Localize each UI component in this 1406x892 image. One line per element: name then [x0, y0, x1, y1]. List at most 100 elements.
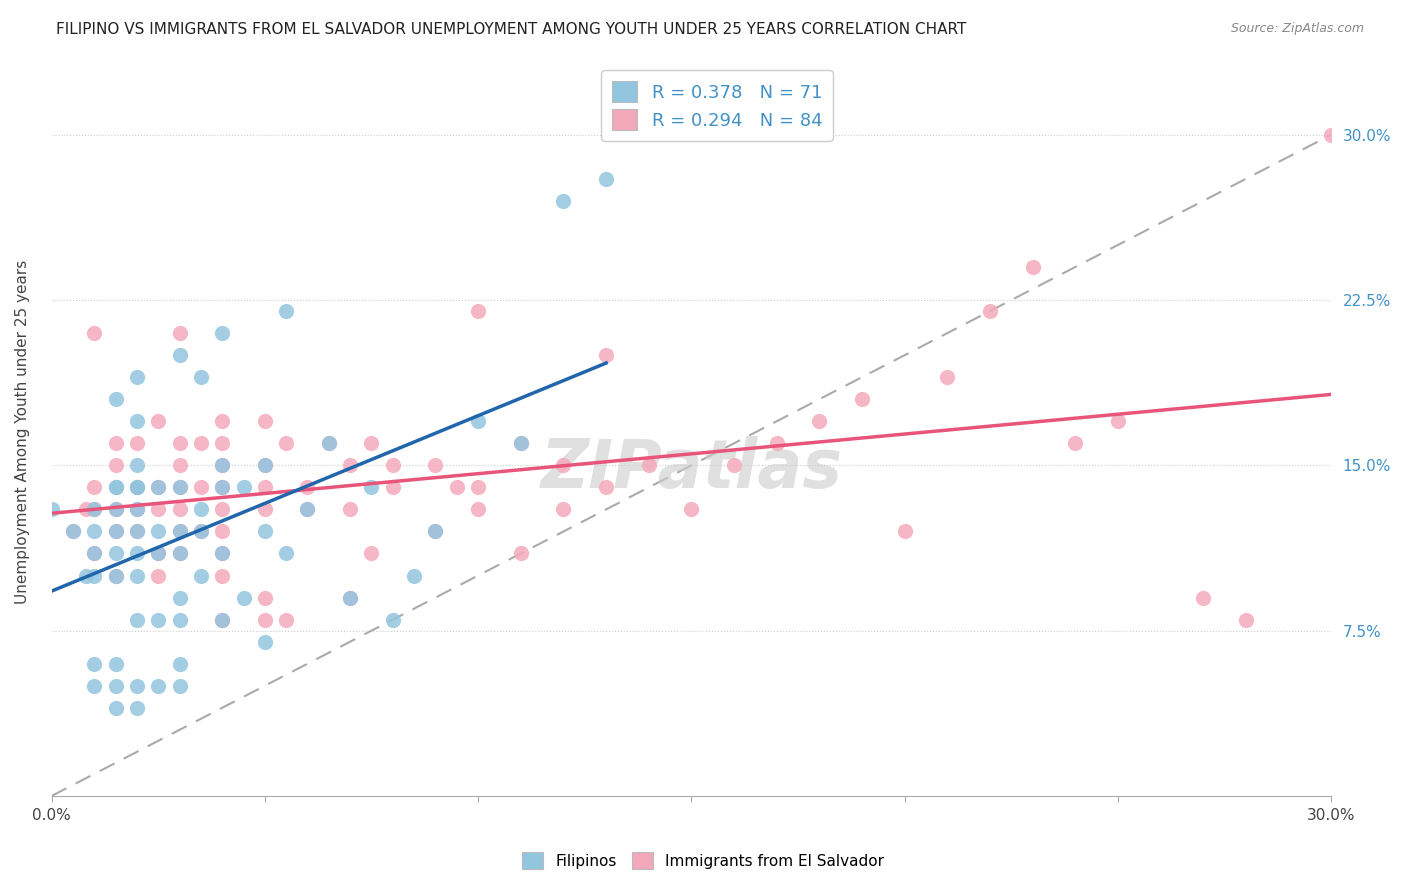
Point	[83, 326, 105, 340]
Point	[425, 524, 447, 539]
Point	[276, 547, 298, 561]
Point	[211, 613, 233, 627]
Point	[104, 524, 127, 539]
Point	[211, 480, 233, 494]
Point	[169, 524, 191, 539]
Point	[169, 458, 191, 473]
Point	[211, 458, 233, 473]
Point	[169, 613, 191, 627]
Point	[381, 458, 404, 473]
Point	[169, 657, 191, 671]
Point	[211, 414, 233, 428]
Point	[339, 591, 361, 605]
Point	[169, 326, 191, 340]
Point	[509, 436, 531, 450]
Point	[125, 480, 148, 494]
Legend: R = 0.378   N = 71, R = 0.294   N = 84: R = 0.378 N = 71, R = 0.294 N = 84	[600, 70, 834, 141]
Point	[936, 370, 959, 384]
Point	[169, 480, 191, 494]
Point	[211, 613, 233, 627]
Point	[83, 679, 105, 693]
Point	[211, 547, 233, 561]
Point	[148, 524, 170, 539]
Point	[148, 568, 170, 582]
Point	[253, 414, 276, 428]
Point	[83, 502, 105, 516]
Point	[190, 524, 212, 539]
Point	[232, 480, 254, 494]
Point	[169, 480, 191, 494]
Point	[253, 524, 276, 539]
Point	[125, 480, 148, 494]
Point	[1192, 591, 1215, 605]
Point	[425, 524, 447, 539]
Point	[979, 304, 1001, 318]
Point	[104, 502, 127, 516]
Point	[104, 480, 127, 494]
Point	[125, 502, 148, 516]
Point	[637, 458, 659, 473]
Point	[253, 634, 276, 648]
Point	[104, 436, 127, 450]
Point	[169, 547, 191, 561]
Point	[1064, 436, 1087, 450]
Point	[148, 613, 170, 627]
Point	[104, 524, 127, 539]
Point	[211, 524, 233, 539]
Point	[169, 502, 191, 516]
Point	[104, 679, 127, 693]
Point	[467, 304, 489, 318]
Point	[83, 502, 105, 516]
Text: Source: ZipAtlas.com: Source: ZipAtlas.com	[1230, 22, 1364, 36]
Point	[211, 480, 233, 494]
Point	[190, 480, 212, 494]
Point	[104, 458, 127, 473]
Point	[318, 436, 340, 450]
Point	[276, 436, 298, 450]
Point	[1107, 414, 1129, 428]
Point	[41, 502, 63, 516]
Point	[190, 502, 212, 516]
Point	[1320, 128, 1343, 142]
Point	[360, 436, 382, 450]
Point	[169, 348, 191, 362]
Point	[253, 458, 276, 473]
Point	[553, 458, 575, 473]
Point	[190, 568, 212, 582]
Point	[211, 568, 233, 582]
Point	[360, 547, 382, 561]
Point	[125, 524, 148, 539]
Point	[276, 613, 298, 627]
Point	[125, 679, 148, 693]
Point	[211, 502, 233, 516]
Point	[339, 591, 361, 605]
Point	[211, 326, 233, 340]
Point	[125, 370, 148, 384]
Point	[169, 679, 191, 693]
Point	[148, 480, 170, 494]
Point	[190, 370, 212, 384]
Point	[467, 414, 489, 428]
Point	[169, 547, 191, 561]
Y-axis label: Unemployment Among Youth under 25 years: Unemployment Among Youth under 25 years	[15, 260, 30, 605]
Legend: Filipinos, Immigrants from El Salvador: Filipinos, Immigrants from El Salvador	[516, 846, 890, 875]
Point	[148, 480, 170, 494]
Point	[253, 502, 276, 516]
Point	[83, 547, 105, 561]
Point	[62, 524, 84, 539]
Point	[446, 480, 468, 494]
Point	[297, 502, 319, 516]
Point	[339, 502, 361, 516]
Point	[125, 436, 148, 450]
Point	[83, 480, 105, 494]
Point	[253, 613, 276, 627]
Point	[723, 458, 745, 473]
Point	[148, 502, 170, 516]
Point	[595, 348, 617, 362]
Point	[190, 524, 212, 539]
Point	[125, 502, 148, 516]
Point	[211, 458, 233, 473]
Point	[125, 547, 148, 561]
Point	[509, 436, 531, 450]
Point	[318, 436, 340, 450]
